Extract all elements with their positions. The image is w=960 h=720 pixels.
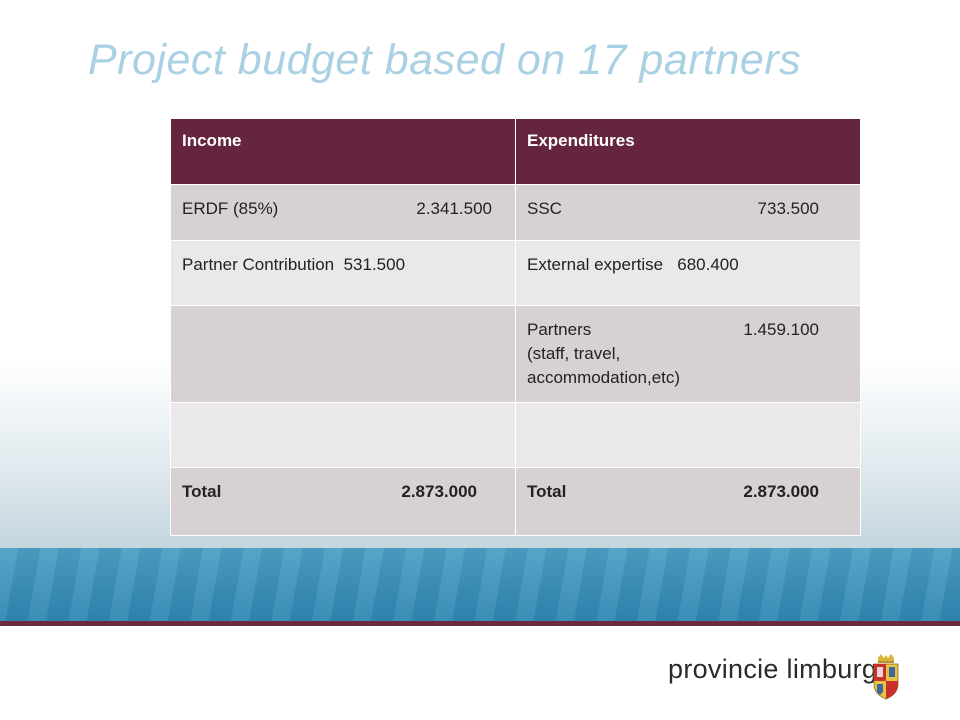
header-expenditures: Expenditures (515, 118, 861, 185)
income-total-cell: Total 2.873.000 (170, 467, 516, 536)
expenditure-cell: Partners 1.459.100 (staff, travel, accom… (515, 305, 861, 403)
expenditure-label: Partners (527, 320, 592, 339)
expenditure-cell: SSC 733.500 (515, 184, 861, 241)
expenditure-value: 733.500 (757, 199, 819, 218)
income-total-label: Total (182, 482, 222, 501)
income-total-value: 2.873.000 (401, 482, 477, 501)
budget-table: Income Expenditures ERDF (85%) 2.341.500… (170, 118, 861, 536)
expenditure-value: 680.400 (677, 255, 739, 274)
table-row (170, 402, 861, 468)
income-value: 2.341.500 (416, 199, 492, 218)
table-header-row: Income Expenditures (170, 118, 861, 185)
expenditure-total-cell: Total 2.873.000 (515, 467, 861, 536)
limburg-crest-icon (873, 654, 899, 700)
expenditure-total-value: 2.873.000 (743, 482, 819, 501)
income-cell: Partner Contribution 531.500 (170, 240, 516, 306)
expenditure-value: 1.459.100 (743, 320, 819, 339)
expenditure-cell: External expertise 680.400 (515, 240, 861, 306)
income-value: 531.500 (343, 255, 406, 274)
income-label: ERDF (85%) (182, 199, 279, 218)
expenditure-note: (staff, travel, accommodation,etc) (527, 344, 681, 387)
expenditure-label: External expertise (527, 255, 664, 274)
table-row-total: Total 2.873.000 Total 2.873.000 (170, 467, 861, 536)
expenditure-total-label: Total (527, 482, 567, 501)
table-row: ERDF (85%) 2.341.500 SSC 733.500 (170, 184, 861, 241)
income-cell-empty (170, 305, 516, 403)
header-income: Income (170, 118, 516, 185)
expenditure-label: SSC (527, 199, 562, 218)
decorative-band-teal (0, 548, 960, 622)
table-row: Partners 1.459.100 (staff, travel, accom… (170, 305, 861, 403)
decorative-band-maroon (0, 621, 960, 626)
slide-title: Project budget based on 17 partners (88, 36, 802, 84)
expenditure-cell-empty (515, 402, 861, 468)
brand-wordmark: provincie limburg (668, 654, 878, 684)
income-cell: ERDF (85%) 2.341.500 (170, 184, 516, 241)
income-label: Partner Contribution (182, 255, 335, 274)
income-cell-empty (170, 402, 516, 468)
table-row: Partner Contribution 531.500 External ex… (170, 240, 861, 306)
